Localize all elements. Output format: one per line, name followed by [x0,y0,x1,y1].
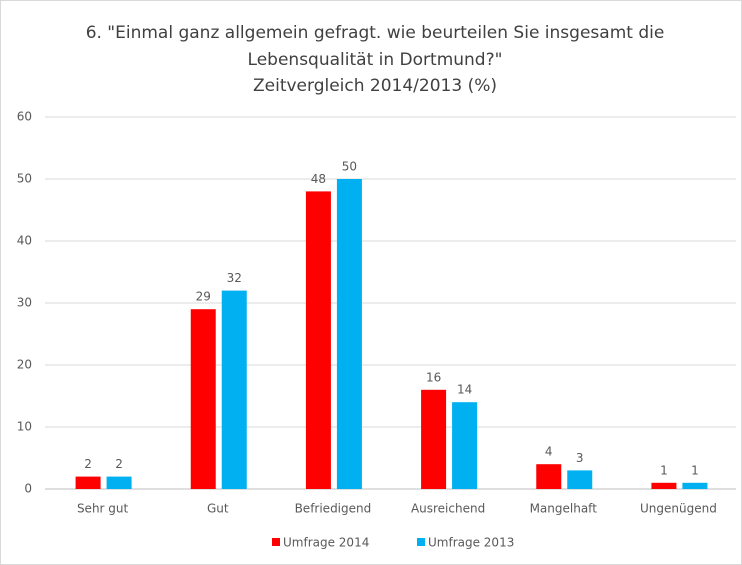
x-tick-label: Gut [207,502,229,516]
data-label: 48 [311,172,326,186]
x-tick-label: Mangelhaft [530,502,598,516]
bar [651,482,677,489]
data-label: 14 [457,383,472,397]
data-label: 1 [660,463,668,477]
bar [106,476,132,489]
bar [190,309,216,489]
chart-title: Zeitvergleich 2014/2013 (%) [253,76,497,96]
data-label: 2 [115,457,123,471]
bar [452,402,478,489]
bar [305,191,331,489]
bar [336,179,362,489]
data-label: 16 [426,370,441,384]
data-label: 4 [545,445,553,459]
y-tick-label: 10 [17,420,32,434]
legend-swatch [417,538,425,546]
data-label: 29 [196,290,211,304]
legend-label: Umfrage 2014 [283,536,369,550]
chart-title: 6. "Einmal ganz allgemein gefragt. wie b… [86,23,665,43]
x-tick-label: Ausreichend [411,502,485,516]
y-tick-label: 40 [17,234,32,248]
bar [536,464,562,489]
data-label: 1 [691,463,699,477]
y-tick-label: 0 [24,482,32,496]
y-tick-label: 20 [17,358,32,372]
data-label: 3 [576,451,584,465]
legend-swatch [272,538,280,546]
chart-title: Lebensqualität in Dortmund?" [248,50,503,70]
bar [75,476,101,489]
data-label: 2 [84,457,92,471]
y-tick-label: 50 [17,172,32,186]
bar [221,290,247,489]
legend-label: Umfrage 2013 [428,536,514,550]
bar [682,482,708,489]
data-label: 32 [227,271,242,285]
data-label: 50 [342,160,357,174]
y-tick-label: 30 [17,296,32,310]
y-tick-label: 60 [17,110,32,124]
bar [421,389,447,489]
bar [567,470,593,489]
x-tick-label: Ungenügend [640,502,717,516]
x-tick-label: Sehr gut [77,502,129,516]
x-tick-label: Befriedigend [295,502,372,516]
